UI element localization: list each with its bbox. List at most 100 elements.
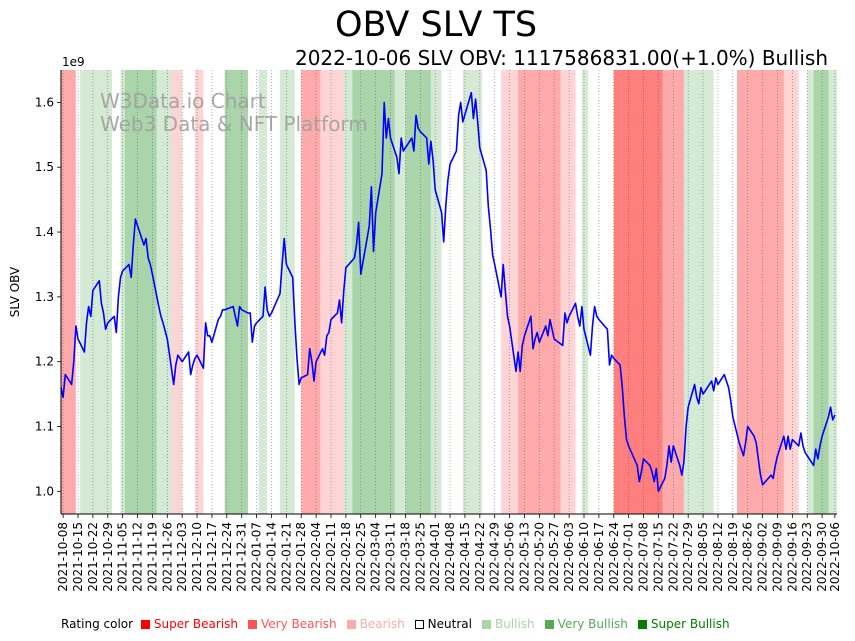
legend-swatch-0: [140, 620, 150, 629]
rating-band-13: [258, 70, 268, 514]
x-tick-label-25: 2022-04-01: [428, 522, 442, 592]
legend-swatch-5: [544, 620, 554, 629]
x-tick-label-44: 2022-08-12: [711, 522, 725, 592]
x-tick-label-49: 2022-09-16: [785, 522, 799, 592]
rating-band-24: [441, 70, 463, 514]
x-tick-label-11: 2021-12-24: [220, 522, 234, 592]
rating-band-5: [124, 70, 157, 514]
watermark: W3Data.io Chart Web3 Data & NFT Platform: [100, 89, 368, 136]
y-axis-label: SLV OBV: [8, 266, 22, 317]
legend-title: Rating color: [61, 617, 134, 631]
rating-band-6: [156, 70, 172, 514]
rating-band-41: [813, 70, 829, 514]
legend-items: Super Bearish Very Bearish Bearish Neutral B…: [137, 617, 736, 631]
rating-band-16: [294, 70, 302, 514]
x-tick-label-26: 2022-04-08: [443, 522, 457, 592]
legend-label-3: Neutral: [427, 617, 472, 631]
rating-band-11: [224, 70, 249, 514]
rating-band-35: [683, 70, 714, 514]
rating-band-29: [560, 70, 576, 514]
x-tick-label-24: 2022-03-25: [413, 522, 427, 592]
x-tick-label-5: 2021-11-12: [131, 522, 145, 592]
legend-swatch-6: [637, 620, 647, 629]
legend: Rating color Super Bearish Very Bearish Be…: [61, 616, 736, 632]
rating-band-31: [581, 70, 589, 514]
rating-band-32: [588, 70, 614, 514]
rating-band-30: [575, 70, 582, 514]
rating-band-15: [279, 70, 295, 514]
rating-band-22: [405, 70, 431, 514]
rating-band-20: [352, 70, 395, 514]
x-tick-label-50: 2022-09-23: [800, 522, 814, 592]
rating-band-38: [783, 70, 799, 514]
axes: [60, 70, 837, 515]
x-tick-label-14: 2022-01-14: [264, 522, 278, 592]
x-tick-label-16: 2022-01-28: [294, 522, 308, 592]
rating-band-36: [713, 70, 738, 514]
y-tick-label-1: 1.1: [35, 419, 54, 433]
rating-band-7: [171, 70, 183, 514]
y-multiplier-label: 1e9: [62, 55, 85, 69]
rating-band-21: [394, 70, 406, 514]
x-tick-label-33: 2022-05-27: [547, 522, 561, 592]
x-tick-label-18: 2022-02-11: [324, 522, 338, 592]
x-tick-label-41: 2022-07-22: [666, 522, 680, 592]
x-tick-label-47: 2022-09-02: [756, 522, 770, 592]
x-tick-label-51: 2022-09-30: [815, 522, 829, 592]
x-tick-label-48: 2022-09-09: [770, 522, 784, 592]
legend-item-0: Super Bearish: [137, 617, 238, 631]
x-tick-label-38: 2022-07-01: [622, 522, 636, 592]
x-tick-label-39: 2022-07-08: [637, 522, 651, 592]
x-tick-label-45: 2022-08-19: [726, 522, 740, 592]
x-axis-ticks: 2021-10-08 2021-10-15 2021-10-22 2021-10-29…: [56, 514, 842, 592]
legend-item-2: Bearish: [343, 617, 405, 631]
chart-subtitle: 2022-10-06 SLV OBV: 1117586831.00(+1.0%)…: [294, 46, 828, 70]
y-tick-label-2: 1.2: [35, 355, 54, 369]
legend-swatch-4: [481, 620, 491, 629]
legend-label-2: Bearish: [359, 617, 405, 631]
rating-band-8: [182, 70, 195, 514]
x-tick-label-31: 2022-05-13: [517, 522, 531, 592]
rating-band-42: [828, 70, 837, 514]
rating-band-12: [248, 70, 259, 514]
rating-band-33: [613, 70, 663, 514]
y-tick-label-4: 1.4: [35, 225, 54, 239]
legend-label-4: Bullish: [494, 617, 535, 631]
rating-band-9: [194, 70, 204, 514]
x-tick-label-9: 2021-12-10: [190, 522, 204, 592]
rating-band-18: [320, 70, 344, 514]
x-tick-label-6: 2021-11-19: [145, 522, 159, 592]
x-tick-label-35: 2022-06-10: [577, 522, 591, 592]
y-axis-ticks: 1.0 1.1 1.2 1.3 1.4 1.5 1.6: [35, 95, 61, 498]
x-tick-label-21: 2022-03-04: [369, 522, 383, 592]
legend-item-5: Very Bullish: [541, 617, 628, 631]
x-tick-label-13: 2022-01-07: [250, 522, 264, 592]
rating-band-23: [430, 70, 442, 514]
legend-item-1: Very Bearish: [244, 617, 337, 631]
x-tick-label-4: 2021-11-05: [116, 522, 130, 592]
x-tick-label-52: 2022-10-06: [828, 522, 842, 592]
rating-band-14: [267, 70, 280, 514]
legend-label-6: Super Bullish: [650, 617, 730, 631]
rating-band-39: [798, 70, 808, 514]
rating-bands: [61, 70, 837, 514]
y-tick-label-0: 1.0: [35, 484, 54, 498]
x-tick-label-1: 2021-10-15: [71, 522, 85, 592]
x-tick-label-3: 2021-10-29: [101, 522, 115, 592]
legend-label-1: Very Bearish: [260, 617, 337, 631]
x-tick-label-43: 2022-08-05: [696, 522, 710, 592]
x-grid: [62, 70, 836, 514]
x-tick-label-27: 2022-04-15: [458, 522, 472, 592]
legend-item-6: Super Bullish: [634, 617, 730, 631]
rating-band-26: [481, 70, 502, 514]
rating-band-2: [80, 70, 113, 514]
x-tick-label-23: 2022-03-18: [398, 522, 412, 592]
x-tick-label-12: 2021-12-31: [235, 522, 249, 592]
series-line-0: [60, 91, 836, 493]
x-tick-label-2: 2021-10-22: [86, 522, 100, 592]
y-tick-label-3: 1.3: [35, 290, 54, 304]
legend-item-4: Bullish: [478, 617, 535, 631]
x-tick-label-15: 2022-01-21: [279, 522, 293, 592]
legend-label-5: Very Bullish: [557, 617, 628, 631]
